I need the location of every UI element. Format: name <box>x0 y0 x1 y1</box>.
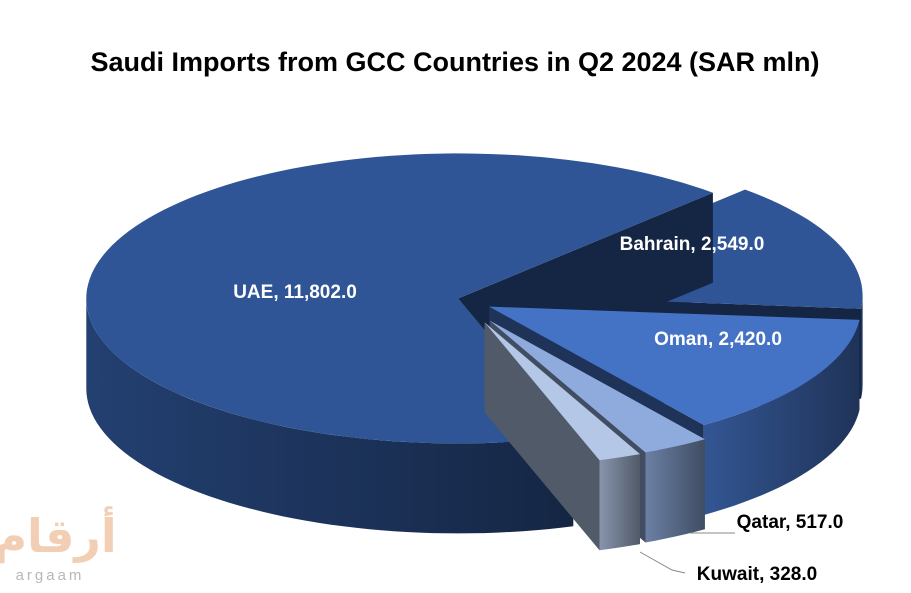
label-category: Kuwait <box>697 564 760 585</box>
label-category: UAE <box>233 282 273 303</box>
data-label: Bahrain, 2,549.0 <box>620 234 765 255</box>
label-separator: , <box>273 282 284 303</box>
label-category: Bahrain <box>620 234 691 255</box>
pie <box>86 153 863 551</box>
slice-side <box>861 295 863 399</box>
slice-side <box>703 319 860 515</box>
label-category: Qatar <box>737 512 787 533</box>
label-separator: , <box>785 512 796 533</box>
logo-latin: argaam <box>16 567 85 584</box>
logo-arabic: أرقام <box>0 506 117 563</box>
chart-title: Saudi Imports from GCC Countries in Q2 2… <box>90 47 819 77</box>
leader-line <box>639 551 686 574</box>
labels: UAE, 11,802.0 Bahrain, 2,549.0 Oman, 2,420… <box>233 234 843 585</box>
slice-side <box>86 298 574 534</box>
label-value: 328.0 <box>770 564 818 585</box>
slice <box>86 153 713 444</box>
slice-side <box>645 439 705 543</box>
label-separator: , <box>690 234 701 255</box>
slice <box>489 306 860 425</box>
data-label: Qatar, 517.0 <box>737 512 844 533</box>
slice-side <box>599 454 640 551</box>
label-value: 2,549.0 <box>701 234 764 255</box>
slice-side <box>484 322 600 551</box>
label-value: 2,420.0 <box>719 329 782 350</box>
label-separator: , <box>759 564 770 585</box>
data-label: UAE, 11,802.0 <box>233 282 357 303</box>
slice <box>484 322 640 461</box>
slice <box>490 320 705 453</box>
data-label: Oman, 2,420.0 <box>654 329 782 350</box>
label-category: Oman <box>654 329 708 350</box>
label-value: 11,802.0 <box>284 282 357 303</box>
label-value: 517.0 <box>796 512 844 533</box>
label-separator: , <box>708 329 719 350</box>
data-label: Kuwait, 328.0 <box>697 564 817 585</box>
